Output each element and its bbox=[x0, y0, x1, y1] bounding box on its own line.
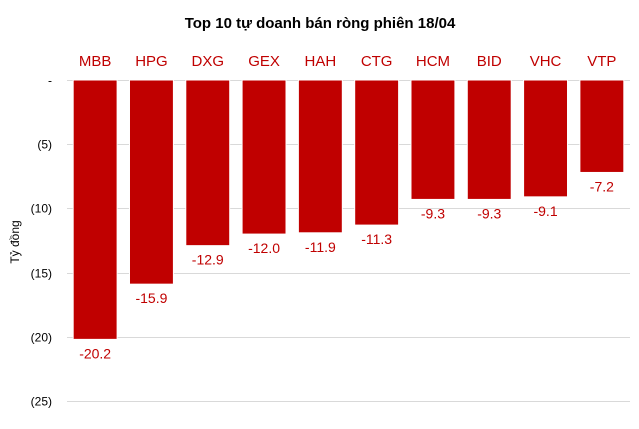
category-label: CTG bbox=[361, 53, 393, 70]
category-label: BID bbox=[477, 53, 502, 70]
data-label: -12.0 bbox=[248, 240, 280, 256]
bar-mbb bbox=[72, 79, 118, 340]
y-tick-label: (5) bbox=[37, 138, 52, 152]
bar-gex bbox=[241, 79, 287, 235]
data-label: -11.3 bbox=[361, 231, 392, 247]
bar-vhc bbox=[523, 79, 569, 198]
y-tick-label: (15) bbox=[31, 267, 52, 281]
category-label: GEX bbox=[248, 53, 280, 70]
y-tick-label: (25) bbox=[31, 395, 52, 409]
data-label: -15.9 bbox=[135, 290, 167, 306]
category-label: VHC bbox=[530, 53, 562, 70]
data-label: -11.9 bbox=[305, 239, 336, 255]
y-tick-label: - bbox=[48, 74, 52, 88]
y-tick-label: (20) bbox=[31, 331, 52, 345]
y-tick-label: (10) bbox=[31, 202, 52, 216]
category-label: MBB bbox=[79, 53, 112, 70]
data-label: -7.2 bbox=[590, 178, 614, 194]
category-label: DXG bbox=[191, 53, 224, 70]
bar-bid bbox=[466, 79, 512, 200]
y-axis-label: Tỷ đồng bbox=[8, 220, 22, 263]
bar-hah bbox=[297, 79, 343, 234]
bars bbox=[72, 79, 625, 340]
data-label: -9.3 bbox=[477, 205, 501, 221]
category-labels: MBB HPG DXG GEX HAH CTG HCM BID VHC VTP bbox=[79, 53, 617, 70]
chart-title: Top 10 tự doanh bán ròng phiên 18/04 bbox=[185, 15, 456, 32]
bar-vtp bbox=[579, 79, 625, 173]
category-label: HPG bbox=[135, 53, 168, 70]
data-label: -9.3 bbox=[421, 205, 445, 221]
data-label: -20.2 bbox=[79, 345, 111, 361]
category-label: VTP bbox=[587, 53, 616, 70]
category-label: HAH bbox=[305, 53, 337, 70]
data-labels: -20.2 -15.9 -12.9 -12.0 -11.9 -11.3 -9.3 -9.3 -9… bbox=[79, 178, 614, 361]
bar-hpg bbox=[128, 79, 174, 285]
bar-hcm bbox=[410, 79, 456, 200]
category-label: HCM bbox=[416, 53, 450, 70]
bar-dxg bbox=[185, 79, 231, 247]
y-tick-labels: - (5) (10) (15) (20) (25) bbox=[31, 74, 52, 409]
bar-ctg bbox=[354, 79, 400, 226]
data-label: -12.9 bbox=[192, 252, 224, 268]
data-label: -9.1 bbox=[533, 203, 557, 219]
